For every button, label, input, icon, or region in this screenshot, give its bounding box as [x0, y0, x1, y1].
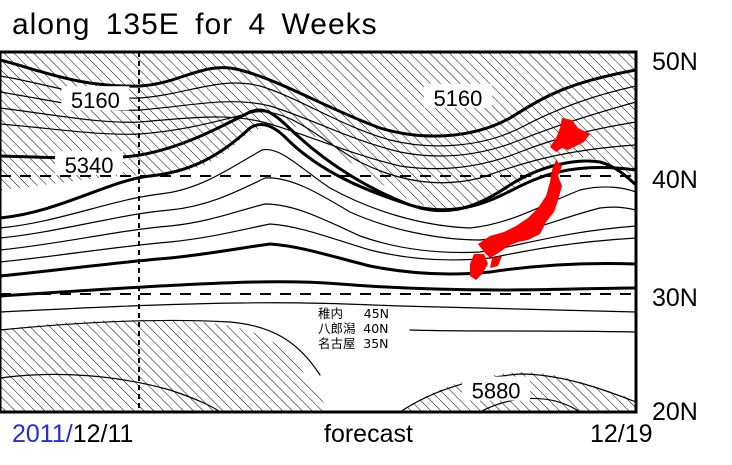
forecast-label: forecast — [324, 420, 413, 448]
hatch-region-south-left — [0, 320, 330, 412]
lat-tick-40n: 40N — [652, 166, 698, 194]
contour-line — [399, 373, 636, 412]
start-date-label: 2011/12/11 — [12, 420, 133, 449]
station-row: 稚内 45N — [318, 306, 389, 321]
contour-line — [0, 302, 636, 313]
end-date-label: 12/19 — [590, 420, 653, 448]
start-date-text: 12/11 — [72, 420, 134, 448]
contour-line — [0, 148, 636, 229]
contour-line — [0, 223, 636, 263]
station-name: 名古屋 — [318, 336, 356, 351]
contour-line — [0, 280, 636, 298]
station-lat: 45N — [363, 306, 390, 321]
lat-tick-30n: 30N — [652, 284, 698, 312]
contour-line — [0, 319, 321, 376]
contour-label: 5340 — [65, 153, 114, 178]
contour-label-bg — [462, 376, 531, 401]
station-lat: 40N — [363, 321, 389, 336]
japan-map — [470, 118, 590, 280]
chart-title: along 135E for 4 Weeks — [12, 8, 378, 41]
station-legend: 稚内 45N 八郎潟 40N 名古屋 35N — [318, 306, 389, 351]
contour-label-bg — [423, 83, 492, 108]
station-row: 名古屋 35N — [318, 336, 389, 351]
lat-tick-50n: 50N — [652, 48, 698, 76]
contour-label: 5160 — [71, 88, 120, 113]
contour-label-bg — [61, 86, 130, 111]
contour-label: 5160 — [433, 86, 482, 111]
contour-line — [0, 373, 221, 412]
plot-frame — [0, 50, 638, 414]
contour-line — [0, 177, 636, 241]
year-label: 2011/ — [12, 420, 73, 448]
contour-line — [0, 111, 636, 184]
station-name: 稚内 — [318, 306, 344, 321]
contour-label: 5880 — [472, 379, 521, 404]
lat-tick-20n: 20N — [652, 398, 698, 426]
contour-line — [0, 58, 636, 138]
station-name: 八郎潟 — [318, 321, 356, 336]
station-lat: 35N — [363, 336, 389, 351]
contour-label-bg — [55, 151, 124, 175]
station-row: 八郎潟 40N — [318, 321, 389, 336]
contour-line — [0, 242, 636, 278]
contour-line — [409, 329, 636, 333]
contour-line — [0, 107, 636, 170]
